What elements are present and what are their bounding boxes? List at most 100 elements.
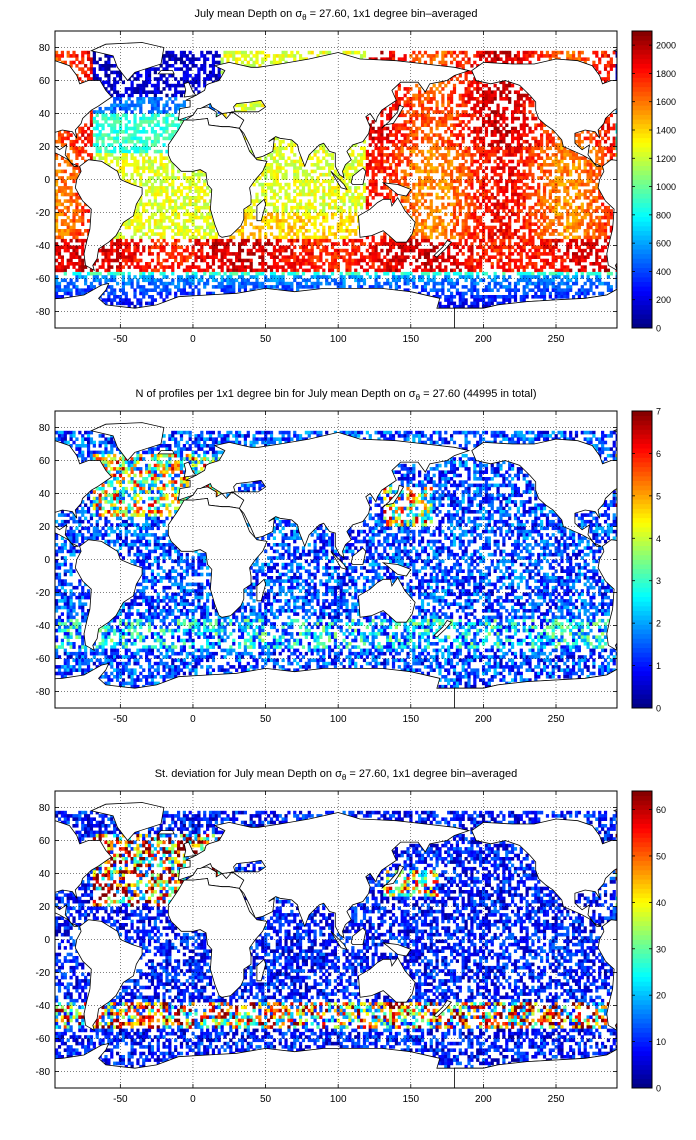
data-cell xyxy=(359,156,364,160)
data-cell xyxy=(287,262,291,266)
data-cell xyxy=(281,50,285,55)
data-cell xyxy=(194,235,198,240)
data-cell xyxy=(502,159,506,164)
data-cell xyxy=(269,166,274,170)
data-cell xyxy=(153,219,157,223)
data-cell xyxy=(127,133,131,137)
data-cell xyxy=(537,57,541,61)
data-cell xyxy=(412,245,416,250)
data-cell xyxy=(261,50,265,55)
data-cell xyxy=(264,262,268,266)
data-cell xyxy=(589,205,593,210)
data-cell xyxy=(397,245,401,250)
data-cell xyxy=(249,252,253,256)
data-cell xyxy=(142,248,146,253)
data-cell xyxy=(255,60,259,65)
data-cell xyxy=(147,252,152,256)
data-cell xyxy=(447,97,451,101)
data-cell xyxy=(389,153,393,157)
data-cell xyxy=(438,153,442,157)
data-cell xyxy=(473,219,477,223)
data-cell xyxy=(357,258,361,263)
data-cell xyxy=(589,176,593,180)
data-cell xyxy=(290,248,294,253)
data-cell xyxy=(481,90,486,94)
data-cell xyxy=(606,116,611,121)
data-cell xyxy=(441,179,445,184)
data-cell xyxy=(185,73,189,78)
data-cell xyxy=(429,205,433,210)
data-cell xyxy=(525,262,529,266)
data-cell xyxy=(296,176,300,180)
data-cell xyxy=(438,146,442,151)
data-cell xyxy=(508,252,512,256)
data-cell xyxy=(519,153,523,157)
data-cell xyxy=(499,232,503,236)
data-cell xyxy=(81,238,85,243)
data-cell xyxy=(519,146,523,151)
data-cell xyxy=(191,262,195,266)
data-cell xyxy=(200,245,204,250)
data-cell xyxy=(545,229,550,233)
data-cell xyxy=(171,93,175,98)
data-cell xyxy=(508,172,512,177)
data-cell xyxy=(293,166,297,170)
data-cell xyxy=(194,258,198,263)
data-cell xyxy=(95,143,99,147)
data-cell xyxy=(592,262,596,266)
data-cell xyxy=(455,123,460,127)
data-cell xyxy=(406,186,410,190)
data-cell xyxy=(330,215,335,220)
data-cell xyxy=(307,179,311,184)
data-cell xyxy=(374,163,378,167)
data-cell xyxy=(557,179,561,184)
data-cell xyxy=(63,238,67,243)
data-cell xyxy=(159,133,163,137)
data-cell xyxy=(118,130,123,134)
data-cell xyxy=(473,258,477,263)
data-cell xyxy=(319,166,323,170)
data-cell xyxy=(86,133,91,137)
data-cell xyxy=(438,215,442,220)
data-cell xyxy=(272,209,277,213)
data-cell xyxy=(124,113,128,118)
data-cell xyxy=(502,189,506,193)
data-cell xyxy=(389,242,393,246)
data-cell xyxy=(574,262,579,266)
data-cell xyxy=(464,113,468,118)
data-cell xyxy=(214,60,218,65)
data-cell xyxy=(377,242,381,246)
data-cell xyxy=(98,67,102,71)
data-cell xyxy=(528,60,532,65)
data-cell xyxy=(101,248,105,253)
data-cell xyxy=(455,258,460,263)
data-cell xyxy=(473,235,477,240)
data-cell xyxy=(208,225,213,230)
data-cell xyxy=(473,136,477,141)
data-cell xyxy=(371,258,375,263)
data-cell xyxy=(89,64,94,68)
data-cell xyxy=(333,212,338,217)
data-cell xyxy=(301,189,306,193)
data-cell xyxy=(130,146,134,151)
data-cell xyxy=(389,116,393,121)
data-cell xyxy=(136,136,140,141)
data-cell xyxy=(522,238,526,243)
data-cell xyxy=(136,139,140,144)
data-cell xyxy=(377,192,381,197)
data-cell xyxy=(415,166,419,170)
data-cell xyxy=(313,205,317,210)
data-cell xyxy=(455,113,460,118)
data-cell xyxy=(145,73,149,78)
data-cell xyxy=(476,166,480,170)
data-cell xyxy=(333,262,338,266)
data-cell xyxy=(383,238,387,243)
data-cell xyxy=(429,232,433,236)
data-cell xyxy=(113,97,117,101)
data-cell xyxy=(325,149,329,154)
data-cell xyxy=(113,136,117,141)
data-cell xyxy=(159,163,163,167)
data-cell xyxy=(580,202,584,207)
data-cell xyxy=(484,192,489,197)
data-cell xyxy=(278,238,282,243)
